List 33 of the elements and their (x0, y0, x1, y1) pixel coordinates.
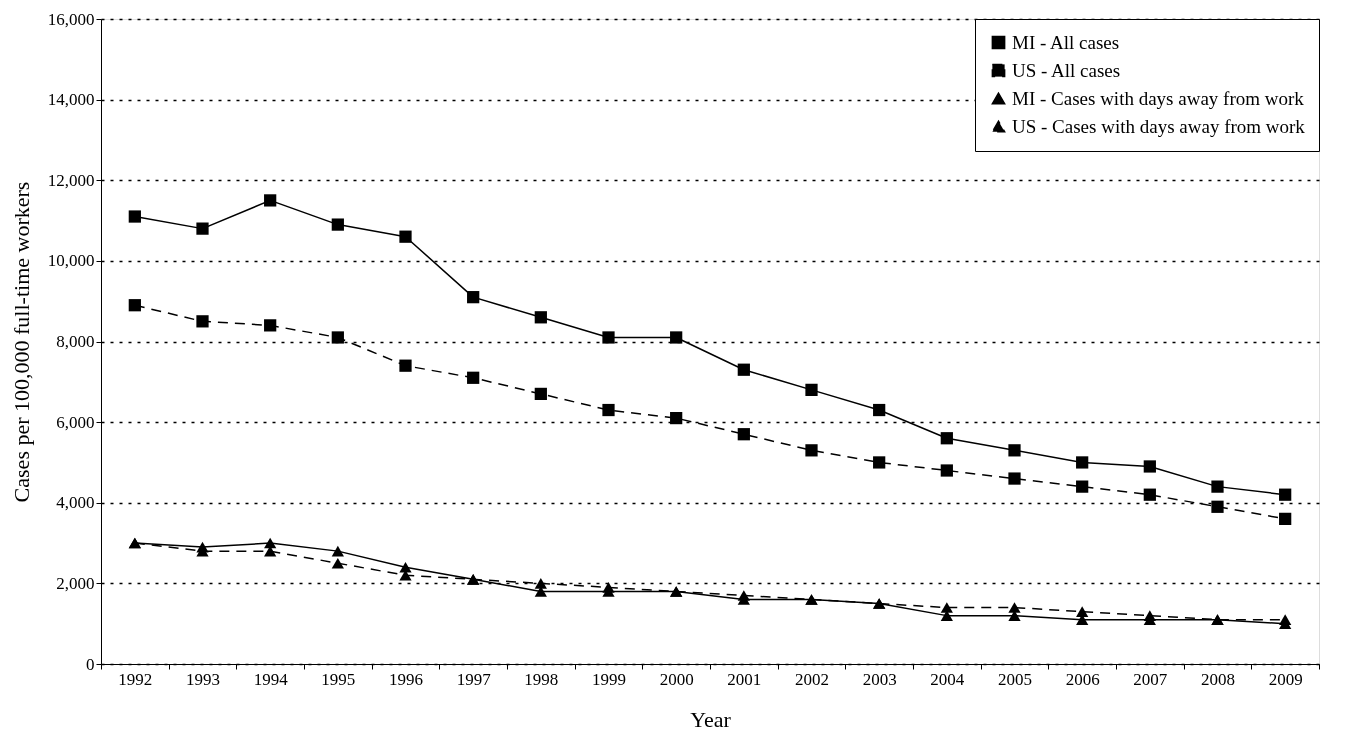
y-tick-label: 8,000 (56, 332, 95, 351)
y-tick-label: 4,000 (56, 493, 95, 513)
legend-label: US - Cases with days away from work (1012, 115, 1306, 137)
x-tick-label: 2002 (795, 669, 829, 689)
x-tick-label: 2005 (998, 669, 1032, 689)
y-tick-label: 10,000 (47, 251, 95, 271)
y-tick-label: 0 (86, 654, 95, 674)
x-tick-label: 2007 (1133, 669, 1168, 689)
x-tick-label: 1993 (186, 669, 220, 689)
x-axis-title: Year (690, 706, 732, 732)
x-tick-label: 1997 (456, 669, 492, 689)
x-tick-label: 1992 (118, 669, 153, 689)
x-tick-label: 2001 (727, 669, 762, 689)
x-tick-label: 2004 (930, 669, 965, 689)
x-tick-label: 1996 (389, 669, 423, 689)
legend-label: MI - All cases (1012, 31, 1120, 53)
x-tick-label: 2003 (862, 669, 897, 689)
y-tick-label: 12,000 (47, 170, 95, 190)
x-tick-label: 1995 (321, 669, 356, 689)
x-tick-label: 2008 (1201, 669, 1235, 689)
y-axis-title: Cases per 100,000 full-time workers (8, 181, 34, 503)
legend-label: MI - Cases with days away from work (1012, 87, 1305, 109)
x-tick-label: 1998 (524, 669, 559, 689)
y-tick-label: 14,000 (47, 90, 95, 110)
legend-label: US - All cases (1012, 59, 1121, 81)
y-tick-label: 16,000 (47, 9, 95, 29)
x-tick-label: 1994 (253, 669, 289, 689)
x-tick-label: 2000 (659, 669, 694, 689)
x-tick-label: 2009 (1268, 669, 1303, 689)
y-tick-label: 6,000 (56, 412, 95, 432)
x-tick-label: 2006 (1065, 669, 1100, 689)
x-tick-label: 1999 (592, 669, 626, 689)
y-tick-label: 2,000 (56, 573, 95, 593)
